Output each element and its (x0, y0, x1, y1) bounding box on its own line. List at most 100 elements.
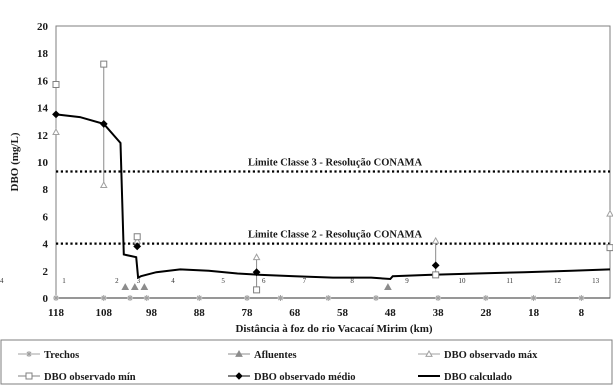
data-point (196, 295, 203, 301)
data-point (252, 253, 261, 261)
segment-number: 5 (221, 277, 225, 285)
asterisk-d2 (53, 295, 59, 301)
x-tick-label: 108 (96, 307, 113, 319)
legend-frame (0, 339, 613, 385)
asterisk-d2 (373, 295, 379, 301)
legend-item: DBO observado máx (418, 349, 538, 361)
data-point (372, 295, 379, 301)
asterisk-d2 (144, 295, 150, 301)
data-point (53, 295, 59, 301)
x-tick-label: 58 (337, 307, 349, 319)
legend-item: Trechos (18, 350, 79, 361)
data-point (100, 295, 107, 301)
reference-lines: Limite Classe 3 - Resolução CONAMA Limite… (56, 158, 610, 245)
data-point (431, 236, 440, 244)
legend: Trechos Afluentes DBO observado máx DBO obs… (0, 339, 613, 385)
legend-item: Afluentes (228, 349, 297, 361)
legend-item: DBO calculado (418, 372, 512, 383)
series-layer (52, 60, 613, 301)
x-tick-label: 38 (433, 307, 445, 319)
data-point (253, 286, 261, 294)
y-tick-label: 2 (43, 266, 49, 278)
series-1-markers (121, 283, 392, 291)
segment-number: 6 (262, 277, 266, 285)
asterisk-d2 (244, 295, 250, 301)
dbo-calculado-line (55, 113, 611, 281)
data-point (530, 295, 537, 301)
y-tick-label: 8 (43, 184, 49, 196)
data-point (435, 295, 442, 301)
legend-swatch-marker (26, 351, 32, 357)
data-point (431, 261, 440, 270)
y-tick-label: 18 (37, 48, 49, 60)
data-point (100, 60, 108, 68)
legend-swatch-marker (425, 349, 433, 357)
y-axis-ticks: 0 2 4 6 8 10 12 14 16 18 20 (37, 21, 49, 305)
x-tick-label: 28 (480, 307, 492, 319)
legend-label: DBO observado máx (444, 350, 538, 361)
x-tick-label: 68 (289, 307, 301, 319)
data-point (52, 80, 60, 88)
data-point (277, 295, 284, 301)
y-tick-label: 6 (43, 211, 49, 223)
data-point (606, 209, 613, 217)
y-tick-label: 10 (37, 157, 49, 169)
data-point (432, 271, 440, 279)
segment-number: 3 (137, 277, 141, 285)
reference-line-label: Limite Classe 2 - Resolução CONAMA (248, 230, 423, 241)
x-tick-label: 48 (385, 307, 397, 319)
legend-swatch-marker (235, 349, 243, 357)
legend-label: DBO observado médio (254, 372, 356, 383)
segment-number: 9 (405, 277, 409, 285)
legend-item: DBO observado médio (228, 372, 356, 383)
data-point (52, 128, 60, 135)
legend-swatch-marker (25, 372, 33, 380)
data-point (52, 110, 60, 119)
y-axis-title: DBO (mg/L) (9, 132, 21, 191)
data-point (606, 244, 613, 252)
x-tick-label: 118 (48, 307, 64, 319)
data-point (133, 242, 142, 251)
segment-number: 7 (303, 277, 307, 285)
data-point (99, 120, 108, 128)
segment-number: 13 (592, 277, 600, 285)
asterisk-d2 (435, 295, 441, 301)
segment-labels: 1234567891011121314 (0, 277, 600, 285)
data-point (384, 283, 392, 291)
segment-number: 4 (171, 277, 175, 285)
data-point (127, 295, 134, 301)
x-tick-label: 78 (242, 307, 254, 319)
series-4-markers (52, 110, 440, 277)
data-point (482, 295, 489, 301)
data-point (578, 295, 585, 301)
x-tick-label: 18 (528, 307, 540, 319)
y-tick-label: 4 (43, 239, 49, 251)
data-point (140, 283, 149, 291)
y-tick-label: 14 (37, 103, 49, 115)
asterisk-d2 (325, 295, 331, 301)
asterisk-d2 (531, 295, 537, 301)
legend-swatch-marker (235, 372, 243, 380)
asterisk-d2 (101, 295, 107, 301)
x-axis-title: Distância à foz do rio Vacacaí Mirim (km… (235, 323, 432, 335)
data-point (99, 181, 108, 189)
data-point (252, 268, 261, 277)
y-tick-label: 12 (37, 130, 49, 142)
legend-item: DBO observado mín (18, 372, 136, 383)
data-point (133, 233, 141, 241)
data-point (143, 295, 150, 301)
segment-number: 8 (350, 277, 354, 285)
reference-line-label: Limite Classe 3 - Resolução CONAMA (248, 158, 423, 169)
y-tick-label: 16 (37, 75, 49, 87)
series-0-markers (53, 295, 585, 301)
y-tick-label: 0 (43, 293, 49, 305)
asterisk-d2 (196, 295, 202, 301)
legend-label: Afluentes (254, 350, 297, 361)
data-point (244, 295, 251, 301)
data-point (325, 295, 332, 301)
data-point (121, 283, 130, 291)
legend-label: DBO observado mín (44, 372, 136, 383)
asterisk-d2 (483, 295, 489, 301)
segment-number: 14 (0, 277, 4, 285)
